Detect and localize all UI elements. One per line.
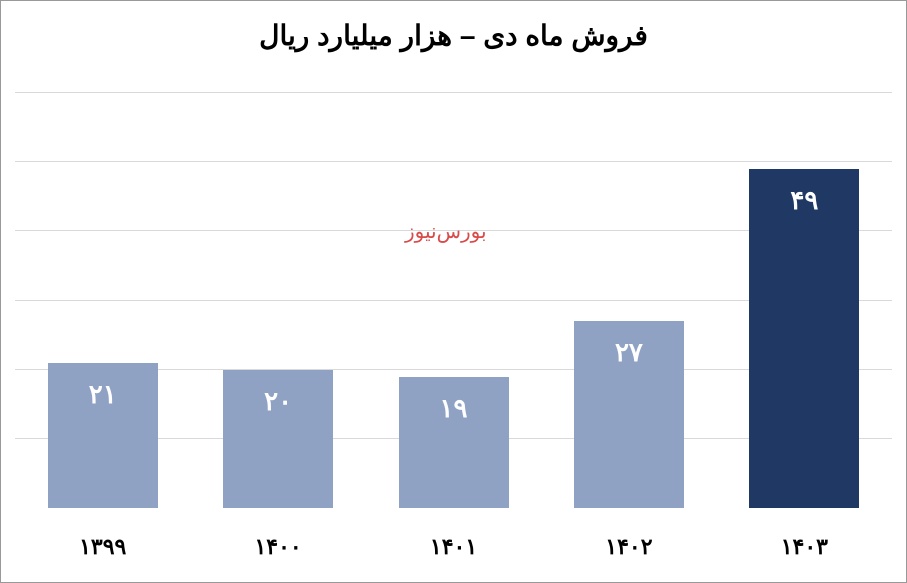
bar-slot: ۱۹ xyxy=(366,93,541,508)
x-axis-label: ۱۴۰۰ xyxy=(190,534,365,560)
x-axis-label: ۱۴۰۲ xyxy=(541,534,716,560)
chart-title: فروش ماه دی – هزار میلیارد ریال xyxy=(1,1,906,76)
bar-slot: ۴۹ xyxy=(717,93,892,508)
bar-slot: ۲۱ xyxy=(15,93,190,508)
bar-1399: ۲۱ xyxy=(48,363,158,508)
bar-1403: ۴۹ xyxy=(749,169,859,508)
bar-value-label: ۱۹ xyxy=(440,393,468,424)
plot-area: ۲۱ ۲۰ ۱۹ ۲۷ ۴۹ xyxy=(15,93,892,508)
bars-group: ۲۱ ۲۰ ۱۹ ۲۷ ۴۹ xyxy=(15,93,892,508)
bar-1401: ۱۹ xyxy=(399,377,509,508)
x-axis-label: ۱۴۰۳ xyxy=(717,534,892,560)
bar-slot: ۲۷ xyxy=(541,93,716,508)
bar-value-label: ۲۷ xyxy=(615,337,643,368)
bar-value-label: ۲۱ xyxy=(89,379,117,410)
bar-value-label: ۴۹ xyxy=(790,185,818,216)
bar-1400: ۲۰ xyxy=(223,370,333,508)
bar-value-label: ۲۰ xyxy=(264,386,292,417)
chart-container: فروش ماه دی – هزار میلیارد ریال ۲۱ ۲۰ ۱۹ xyxy=(0,0,907,583)
x-axis-label: ۱۳۹۹ xyxy=(15,534,190,560)
bar-slot: ۲۰ xyxy=(190,93,365,508)
x-axis: ۱۳۹۹ ۱۴۰۰ ۱۴۰۱ ۱۴۰۲ ۱۴۰۳ xyxy=(15,534,892,560)
bar-1402: ۲۷ xyxy=(574,321,684,508)
x-axis-label: ۱۴۰۱ xyxy=(366,534,541,560)
